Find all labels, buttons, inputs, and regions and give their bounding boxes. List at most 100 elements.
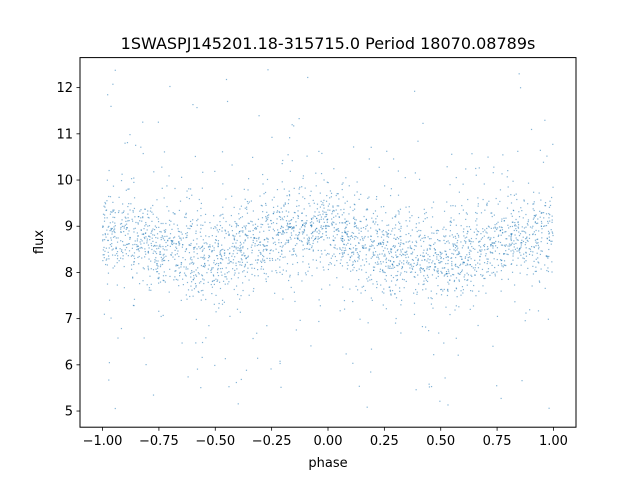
scatter-point (522, 257, 524, 259)
scatter-point (357, 256, 359, 258)
scatter-point (228, 233, 230, 235)
scatter-point (196, 243, 198, 245)
scatter-point (523, 253, 525, 255)
scatter-point (432, 260, 434, 262)
scatter-point (484, 249, 486, 251)
scatter-point (390, 233, 392, 235)
scatter-point (368, 276, 370, 278)
scatter-point (299, 319, 301, 321)
scatter-point (156, 199, 158, 201)
scatter-point (347, 230, 349, 233)
scatter-point (518, 249, 520, 251)
scatter-point (203, 256, 205, 258)
scatter-point (370, 348, 373, 350)
scatter-point (108, 258, 110, 260)
scatter-point (518, 211, 520, 213)
scatter-point (201, 341, 204, 344)
scatter-point (411, 265, 413, 267)
scatter-point (397, 194, 400, 196)
scatter-point (317, 214, 319, 217)
scatter-point (193, 277, 195, 279)
scatter-point (297, 214, 299, 217)
scatter-point (323, 239, 325, 241)
scatter-point (415, 241, 418, 244)
scatter-point (289, 276, 291, 278)
scatter-point (499, 200, 501, 203)
scatter-point (362, 247, 365, 249)
scatter-point (397, 270, 399, 273)
scatter-point (385, 261, 388, 264)
scatter-point (501, 265, 503, 267)
scatter-point (300, 240, 302, 242)
scatter-point (111, 254, 114, 256)
scatter-point (288, 190, 290, 192)
scatter-point (480, 250, 482, 253)
scatter-point (390, 248, 393, 250)
scatter-point (277, 234, 279, 236)
scatter-point (357, 260, 359, 262)
scatter-point (144, 232, 147, 235)
scatter-point (157, 260, 159, 262)
scatter-point (160, 264, 162, 266)
scatter-point (265, 248, 267, 250)
scatter-point (152, 213, 154, 215)
scatter-point (353, 253, 355, 255)
y-tick-label: 11 (56, 127, 73, 142)
scatter-point (228, 257, 230, 259)
scatter-point (521, 239, 523, 241)
scatter-point (432, 201, 435, 203)
scatter-point (321, 253, 323, 255)
scatter-point (513, 246, 515, 248)
scatter-point (486, 202, 488, 204)
scatter-point (184, 250, 186, 253)
scatter-point (464, 274, 466, 276)
scatter-point (108, 225, 110, 227)
scatter-point (405, 220, 407, 222)
scatter-point (189, 228, 191, 230)
scatter-point (141, 247, 143, 249)
scatter-point (173, 236, 176, 238)
scatter-point (237, 403, 239, 405)
scatter-point (527, 221, 529, 223)
scatter-point (471, 275, 473, 277)
scatter-point (325, 234, 327, 236)
scatter-point (266, 215, 269, 217)
scatter-point (213, 279, 215, 282)
scatter-point (452, 205, 454, 207)
scatter-point (168, 291, 170, 293)
scatter-point (214, 170, 216, 172)
scatter-point (311, 245, 313, 247)
scatter-point (105, 263, 107, 266)
scatter-point (341, 240, 343, 242)
scatter-point (138, 263, 140, 265)
scatter-point (273, 211, 275, 213)
scatter-point (224, 358, 226, 360)
scatter-point (388, 259, 390, 261)
scatter-point (322, 210, 324, 212)
scatter-point (131, 218, 133, 220)
scatter-point (498, 226, 501, 228)
scatter-point (406, 250, 408, 252)
x-tick-label: −0.25 (252, 434, 292, 449)
scatter-point (123, 287, 125, 289)
scatter-point (400, 227, 402, 229)
scatter-point (136, 246, 138, 248)
scatter-point (498, 253, 501, 255)
scatter-point (343, 299, 346, 302)
scatter-point (135, 221, 137, 224)
scatter-point (362, 246, 364, 249)
scatter-point (111, 231, 113, 233)
scatter-point (142, 217, 144, 219)
scatter-point (547, 222, 549, 224)
scatter-point (516, 239, 518, 241)
scatter-point (190, 262, 192, 264)
scatter-point (204, 264, 206, 267)
scatter-point (165, 274, 167, 277)
scatter-point (217, 265, 220, 267)
scatter-point (406, 253, 408, 255)
scatter-point (289, 223, 291, 225)
scatter-point (239, 245, 241, 247)
scatter-point (436, 270, 438, 272)
scatter-point (279, 211, 281, 214)
scatter-point (202, 171, 204, 173)
